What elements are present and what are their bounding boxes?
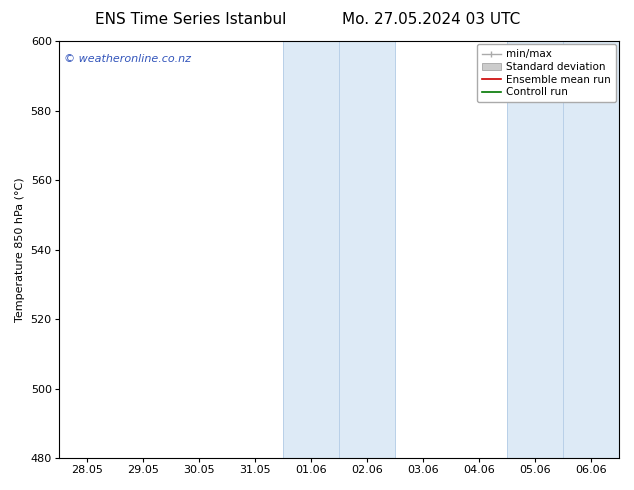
- Legend: min/max, Standard deviation, Ensemble mean run, Controll run: min/max, Standard deviation, Ensemble me…: [477, 44, 616, 102]
- Y-axis label: Temperature 850 hPa (°C): Temperature 850 hPa (°C): [15, 177, 25, 322]
- Text: © weatheronline.co.nz: © weatheronline.co.nz: [65, 53, 191, 64]
- Text: Mo. 27.05.2024 03 UTC: Mo. 27.05.2024 03 UTC: [342, 12, 521, 27]
- Bar: [507, 41, 619, 458]
- Bar: [283, 41, 395, 458]
- Text: ENS Time Series Istanbul: ENS Time Series Istanbul: [94, 12, 286, 27]
